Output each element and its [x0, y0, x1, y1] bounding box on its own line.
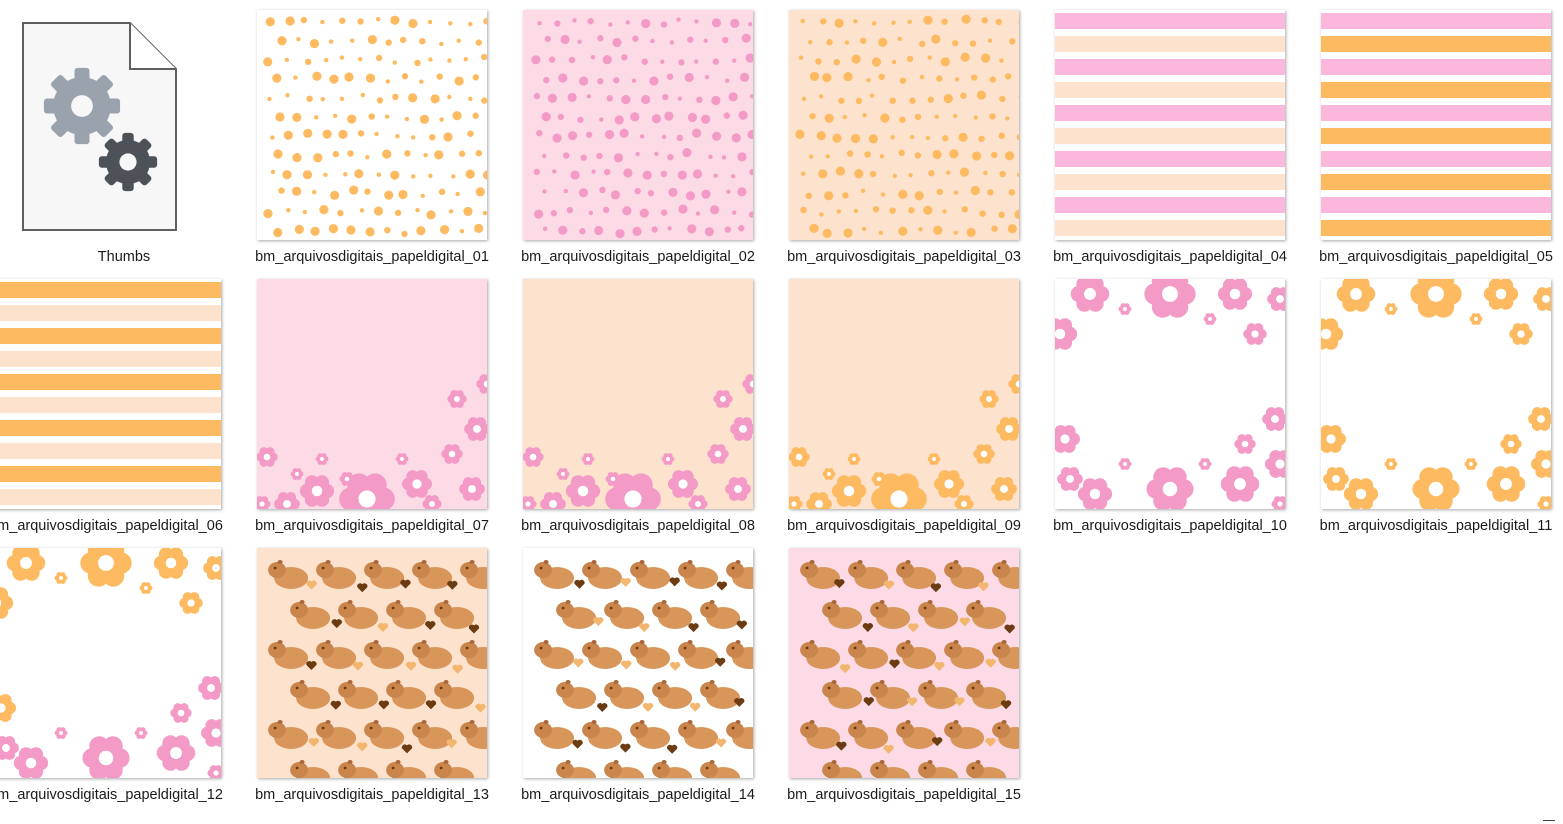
thumbnail-preview	[789, 548, 1019, 778]
thumbnail-preview	[257, 10, 487, 240]
image-thumbnail[interactable]	[0, 548, 221, 778]
file-name-label: bm_arquivosdigitais_papeldigital_10	[1053, 518, 1287, 534]
image-thumbnail[interactable]	[1321, 10, 1551, 240]
file-item[interactable]: bm_arquivosdigitais_papeldigital_08	[505, 269, 771, 538]
image-thumbnail[interactable]	[523, 10, 753, 240]
file-item[interactable]: bm_arquivosdigitais_papeldigital_05	[1303, 0, 1563, 269]
file-name-label: bm_arquivosdigitais_papeldigital_15	[787, 787, 1021, 803]
file-item[interactable]: bm_arquivosdigitais_papeldigital_09	[771, 269, 1037, 538]
thumbnail-preview	[257, 279, 487, 509]
file-item[interactable]: bm_arquivosdigitais_papeldigital_13	[239, 538, 505, 807]
image-thumbnail[interactable]	[257, 279, 487, 509]
file-name-label: bm_arquivosdigitais_papeldigital_04	[1053, 249, 1287, 265]
file-name-label: Thumbs	[97, 249, 151, 265]
thumbnail-preview	[789, 10, 1019, 240]
file-name-label: bm_arquivosdigitais_papeldigital_02	[521, 249, 755, 265]
file-item[interactable]: bm_arquivosdigitais_papeldigital_12	[0, 538, 239, 807]
thumbnail-preview	[1055, 279, 1285, 509]
scroll-indicator[interactable]	[1543, 820, 1555, 821]
thumbnail-preview	[1055, 10, 1285, 240]
image-thumbnail[interactable]	[1321, 279, 1551, 509]
image-thumbnail[interactable]	[257, 10, 487, 240]
image-thumbnail[interactable]	[1055, 10, 1285, 240]
file-name-label: bm_arquivosdigitais_papeldigital_13	[255, 787, 489, 803]
file-name-label: bm_arquivosdigitais_papeldigital_14	[521, 787, 755, 803]
image-thumbnail[interactable]	[523, 279, 753, 509]
image-thumbnail[interactable]	[1055, 279, 1285, 509]
image-thumbnail[interactable]	[789, 279, 1019, 509]
file-item[interactable]: bm_arquivosdigitais_papeldigital_03	[771, 0, 1037, 269]
thumbnail-preview	[0, 548, 221, 778]
thumbnail-preview	[789, 279, 1019, 509]
file-item[interactable]: Thumbs	[0, 0, 257, 269]
file-name-label: bm_arquivosdigitais_papeldigital_09	[787, 518, 1021, 534]
file-name-label: bm_arquivosdigitais_papeldigital_03	[787, 249, 1021, 265]
file-item[interactable]: bm_arquivosdigitais_papeldigital_01	[239, 0, 505, 269]
thumbnail-preview	[0, 279, 221, 509]
thumbnail-preview	[1321, 10, 1551, 240]
file-item[interactable]: bm_arquivosdigitais_papeldigital_04	[1037, 0, 1303, 269]
file-name-label: bm_arquivosdigitais_papeldigital_11	[1319, 518, 1553, 534]
file-name-label: bm_arquivosdigitais_papeldigital_01	[255, 249, 489, 265]
file-name-label: bm_arquivosdigitais_papeldigital_05	[1319, 249, 1553, 265]
file-item[interactable]: bm_arquivosdigitais_papeldigital_11	[1303, 269, 1563, 538]
thumbnail-preview	[523, 10, 753, 240]
file-item[interactable]: bm_arquivosdigitais_papeldigital_14	[505, 538, 771, 807]
image-thumbnail[interactable]	[523, 548, 753, 778]
thumbnail-preview	[523, 548, 753, 778]
file-name-label: bm_arquivosdigitais_papeldigital_12	[0, 787, 223, 803]
settings-file-icon	[22, 22, 177, 231]
file-name-label: bm_arquivosdigitais_papeldigital_06	[0, 518, 223, 534]
thumbnail-preview	[1321, 279, 1551, 509]
image-thumbnail[interactable]	[0, 279, 221, 509]
thumbnail-preview	[523, 279, 753, 509]
file-item[interactable]: bm_arquivosdigitais_papeldigital_02	[505, 0, 771, 269]
image-thumbnail[interactable]	[789, 10, 1019, 240]
thumbnail-preview	[257, 548, 487, 778]
file-item[interactable]: bm_arquivosdigitais_papeldigital_07	[239, 269, 505, 538]
file-name-label: bm_arquivosdigitais_papeldigital_08	[521, 518, 755, 534]
image-thumbnail[interactable]	[257, 548, 487, 778]
file-item[interactable]: bm_arquivosdigitais_papeldigital_15	[771, 538, 1037, 807]
file-item[interactable]: bm_arquivosdigitais_papeldigital_10	[1037, 269, 1303, 538]
file-item[interactable]: bm_arquivosdigitais_papeldigital_06	[0, 269, 239, 538]
image-thumbnail[interactable]	[789, 548, 1019, 778]
file-name-label: bm_arquivosdigitais_papeldigital_07	[255, 518, 489, 534]
